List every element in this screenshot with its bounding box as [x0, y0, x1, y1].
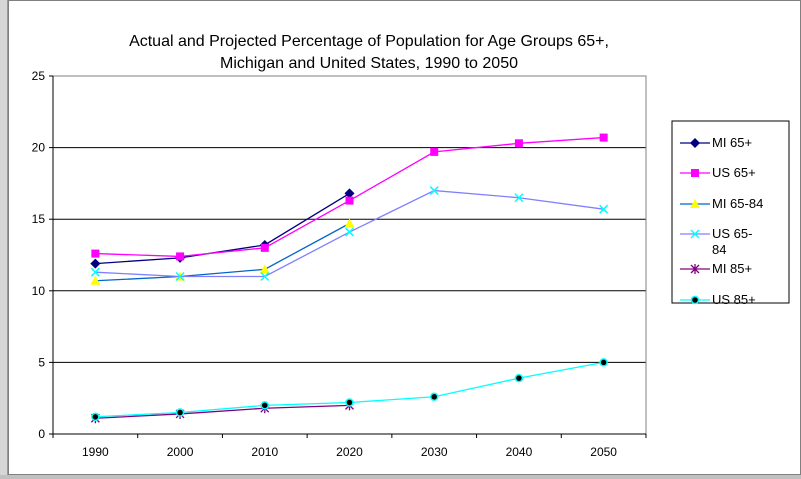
data-point	[345, 196, 354, 205]
y-tick-label: 0	[38, 427, 45, 441]
data-point	[599, 133, 608, 142]
series-line	[95, 192, 350, 265]
data-point	[259, 264, 270, 274]
series-us-65-	[91, 133, 608, 261]
legend-item: US 65+	[680, 165, 756, 180]
data-point	[91, 249, 100, 258]
legend-marker	[690, 264, 700, 274]
data-point	[91, 412, 100, 422]
chart-title: Actual and Projected Percentage of Popul…	[129, 33, 609, 50]
data-point	[90, 275, 101, 285]
data-point	[260, 401, 270, 410]
legend-marker	[690, 295, 700, 305]
x-tick-label: 2030	[421, 445, 448, 459]
series-us-65-84	[90, 186, 609, 282]
window-edge	[0, 0, 8, 475]
y-tick-label: 25	[32, 69, 46, 83]
legend-marker	[690, 229, 700, 239]
data-point	[90, 258, 101, 269]
y-tick-label: 5	[38, 355, 45, 369]
legend-label: MI 85+	[712, 261, 752, 276]
y-tick-label: 10	[32, 284, 46, 298]
legend-label: MI 65-84	[712, 196, 763, 211]
data-point	[260, 243, 269, 252]
legend: MI 65+ US 65+ MI 65-84 US 65-84 MI 85+ US 85+	[671, 120, 790, 307]
series-layer	[90, 133, 609, 424]
data-point	[260, 271, 270, 282]
legend-label: US 65-	[712, 226, 752, 241]
series-us-85-	[91, 358, 608, 422]
legend-item: MI 85+	[680, 261, 752, 276]
data-point	[514, 373, 524, 383]
data-point	[344, 188, 355, 199]
x-tick-label: 2000	[167, 445, 194, 459]
data-point	[429, 186, 439, 196]
x-tick-label: 2020	[336, 445, 363, 459]
data-point	[175, 271, 185, 282]
legend-label: MI 65+	[712, 135, 752, 150]
legend-item: US 65-84	[680, 226, 752, 257]
line-chart: Actual and Projected Percentage of Popul…	[32, 33, 790, 459]
data-point	[514, 139, 523, 148]
series-line	[95, 404, 350, 419]
legend-item: MI 65+	[680, 135, 752, 150]
data-point	[90, 267, 100, 277]
chart-subtitle: Michigan and United States, 1990 to 2050	[220, 55, 518, 72]
data-point	[176, 252, 185, 261]
data-point	[429, 392, 439, 402]
legend-label: 84	[712, 242, 726, 257]
legend-label: US 65+	[712, 165, 756, 180]
x-tick-label: 2050	[590, 445, 617, 459]
data-point	[345, 398, 354, 407]
legend-item: MI 65-84	[680, 196, 763, 211]
legend-marker	[691, 169, 699, 177]
data-point	[514, 193, 524, 203]
x-tick-label: 2040	[506, 445, 533, 459]
y-tick-label: 20	[32, 141, 46, 155]
legend-item: US 85+	[680, 292, 756, 307]
series-line	[95, 222, 350, 282]
data-point	[175, 408, 185, 417]
data-point	[344, 218, 355, 228]
legend-marker	[690, 199, 700, 208]
data-point	[430, 147, 439, 156]
axes: 0 5 10 15 20 25 1990 2000 2010 2020 2030 2040 2050	[32, 69, 647, 459]
legend-marker	[690, 138, 700, 148]
x-tick-label: 2010	[251, 445, 278, 459]
x-tick-label: 1990	[82, 445, 109, 459]
data-point	[344, 227, 355, 237]
series-mi-65-	[90, 188, 355, 269]
data-point	[599, 358, 608, 367]
chart-area: Actual and Projected Percentage of Popul…	[8, 0, 801, 475]
legend-label: US 85+	[712, 292, 756, 307]
y-tick-label: 15	[32, 212, 46, 226]
data-point	[599, 204, 609, 214]
